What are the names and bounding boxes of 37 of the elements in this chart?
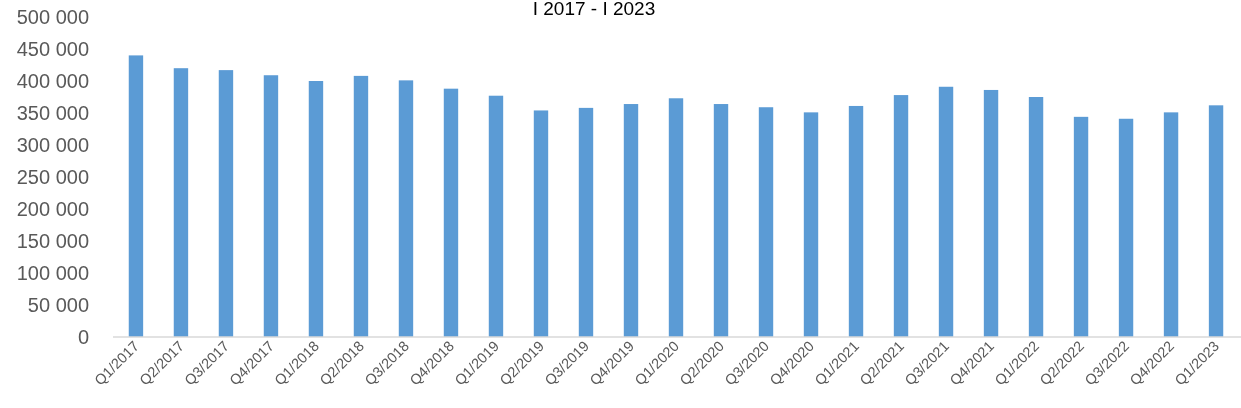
bar — [263, 75, 279, 337]
y-tick-label: 350 000 — [16, 102, 89, 124]
bar — [713, 104, 729, 337]
y-tick-label: 500 000 — [16, 6, 89, 28]
bar — [803, 112, 819, 337]
bar — [533, 110, 549, 337]
bar — [308, 81, 324, 337]
y-tick-label: 300 000 — [16, 134, 89, 156]
y-tick-label: 150 000 — [16, 230, 89, 252]
bar — [848, 105, 864, 337]
y-tick-label: 400 000 — [16, 70, 89, 92]
bar — [668, 98, 684, 337]
bar — [353, 75, 369, 337]
bar — [128, 55, 144, 337]
bar — [1028, 97, 1044, 337]
bar — [218, 70, 234, 337]
bar — [893, 95, 909, 337]
bar — [398, 80, 414, 337]
bar — [1163, 112, 1179, 337]
bar — [1118, 118, 1134, 337]
y-tick-label: 50 000 — [27, 294, 89, 316]
y-tick-label: 250 000 — [16, 166, 89, 188]
bar — [1073, 116, 1089, 337]
chart-title: I 2017 - I 2023 — [532, 0, 656, 19]
bar — [938, 86, 954, 337]
bar — [623, 104, 639, 337]
bar — [488, 95, 504, 337]
bar — [758, 107, 774, 337]
y-tick-label: 100 000 — [16, 262, 89, 284]
y-tick-label: 450 000 — [16, 38, 89, 60]
bar — [173, 68, 189, 337]
y-tick-label: 200 000 — [16, 198, 89, 220]
bar — [578, 107, 594, 337]
bar — [1208, 105, 1224, 337]
y-tick-label: 0 — [77, 326, 89, 348]
bar — [443, 88, 459, 337]
bar — [983, 89, 999, 337]
